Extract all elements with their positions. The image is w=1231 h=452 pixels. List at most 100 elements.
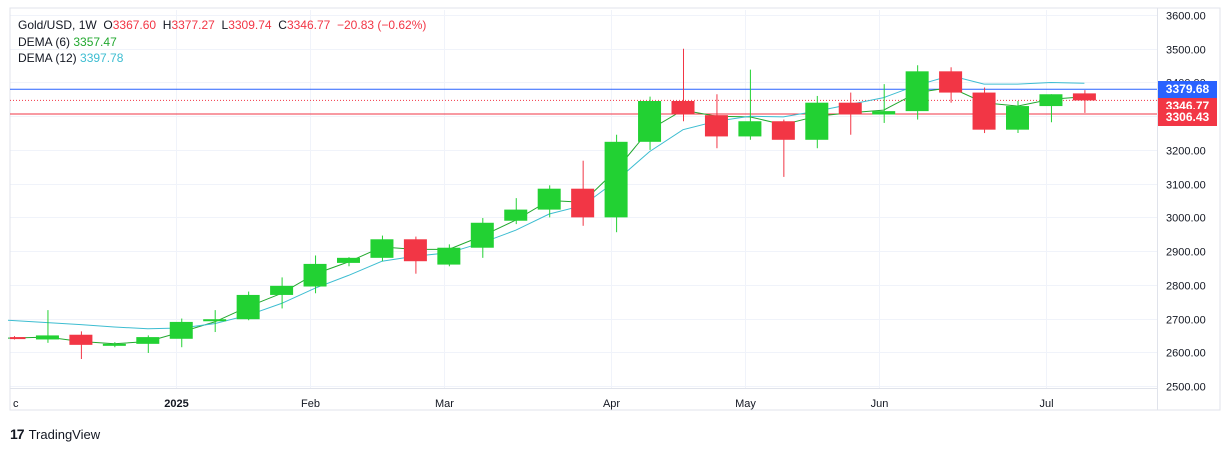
- x-tick-label: 2025: [164, 398, 188, 410]
- candle-body: [1072, 93, 1096, 101]
- candle[interactable]: [337, 257, 360, 267]
- legend-high-label: H: [162, 18, 172, 32]
- tradingview-brand[interactable]: 17 TradingView: [10, 426, 100, 442]
- chart-legend: Gold/USD, 1W O3367.60 H3377.27 L3309.74 …: [18, 17, 426, 67]
- candle[interactable]: [470, 218, 494, 258]
- candle[interactable]: [437, 244, 461, 267]
- candle-body: [10, 337, 26, 340]
- candle-body: [537, 188, 561, 210]
- brand-name: TradingView: [28, 426, 101, 442]
- candle-body: [136, 337, 160, 344]
- legend-open-label: O: [103, 18, 113, 32]
- chart-frame: [9, 7, 1221, 411]
- candle-body: [437, 247, 461, 265]
- candle[interactable]: [771, 119, 795, 177]
- dema-lines: [7, 75, 1085, 345]
- candle[interactable]: [136, 335, 160, 353]
- candle[interactable]: [805, 95, 829, 149]
- candle-body: [604, 141, 628, 218]
- price-tag-low: 3306.43: [1158, 109, 1217, 127]
- candle[interactable]: [504, 198, 528, 225]
- x-tick-label: May: [735, 398, 756, 410]
- y-tick-label: 2500.00: [1166, 382, 1206, 394]
- candle-body: [504, 209, 528, 221]
- candle[interactable]: [236, 291, 260, 321]
- legend-close-label: C: [278, 18, 287, 32]
- legend-low-value: 3309.74: [228, 18, 272, 32]
- x-tick-label: Apr: [603, 398, 620, 410]
- candle[interactable]: [537, 185, 561, 218]
- legend-dema6-row[interactable]: DEMA (6) 3357.47: [18, 34, 426, 51]
- legend-ohlc-row: Gold/USD, 1W O3367.60 H3377.27 L3309.74 …: [18, 18, 427, 32]
- candle[interactable]: [1039, 94, 1063, 123]
- candle[interactable]: [1072, 90, 1096, 113]
- legend-change: −20.83 (−0.62%): [337, 18, 427, 32]
- x-tick-label: Mar: [435, 398, 454, 410]
- x-axis-labels: c 2025 Feb Mar Apr May Jun Jul: [13, 398, 1054, 410]
- y-axis-labels: 2500.00 2600.00 2700.00 2800.00 2900.00 3000.…: [1166, 11, 1206, 394]
- price-lines: [10, 88, 1157, 115]
- candle-body: [470, 222, 494, 248]
- candle[interactable]: [403, 236, 427, 274]
- candle-body: [805, 102, 829, 140]
- candle[interactable]: [972, 87, 996, 134]
- candle-body: [972, 92, 996, 130]
- candle-body: [571, 188, 595, 218]
- candle[interactable]: [738, 69, 762, 140]
- candle[interactable]: [203, 310, 227, 333]
- candle-body: [35, 335, 59, 340]
- candle[interactable]: [169, 318, 193, 348]
- x-tick-label: Jun: [871, 398, 889, 410]
- legend-open-value: 3367.60: [112, 18, 157, 32]
- price-tag-last-dema: 3379.68: [1158, 80, 1217, 98]
- y-tick-label: 2700.00: [1166, 315, 1206, 327]
- candle[interactable]: [571, 160, 595, 226]
- candle[interactable]: [10, 336, 26, 340]
- candle[interactable]: [1006, 101, 1029, 134]
- legend-dema12-row[interactable]: DEMA (12) 3397.78: [18, 50, 426, 67]
- y-tick-label: 3100.00: [1166, 180, 1206, 192]
- candle[interactable]: [370, 235, 394, 262]
- candle[interactable]: [939, 67, 963, 103]
- candle[interactable]: [704, 94, 728, 149]
- candle[interactable]: [905, 65, 929, 120]
- y-tick-label: 2800.00: [1166, 281, 1206, 293]
- y-tick-label: 3000.00: [1166, 213, 1206, 225]
- legend-dema12-label: DEMA (12): [18, 51, 77, 65]
- y-tick-label: 3200.00: [1166, 146, 1206, 158]
- candle[interactable]: [69, 331, 93, 360]
- candle[interactable]: [102, 342, 126, 348]
- legend-dema6-value: 3357.47: [73, 34, 117, 49]
- candles[interactable]: [10, 48, 1096, 360]
- legend-interval[interactable]: 1W: [78, 18, 97, 32]
- candle-body: [1039, 94, 1063, 107]
- legend-close-value: 3346.77: [286, 18, 331, 32]
- y-tick-label: 3500.00: [1166, 45, 1206, 57]
- legend-dema12-value: 3397.78: [80, 51, 124, 65]
- candle-body: [1006, 106, 1029, 130]
- candle[interactable]: [303, 255, 327, 294]
- candle[interactable]: [872, 84, 896, 123]
- candle[interactable]: [638, 96, 662, 150]
- candle-body: [169, 321, 193, 339]
- candle[interactable]: [838, 92, 862, 135]
- candle[interactable]: [604, 134, 628, 233]
- candle-body: [738, 121, 762, 137]
- candle-body: [905, 71, 929, 112]
- legend-symbol[interactable]: Gold/USD: [18, 18, 73, 32]
- y-tick-label: 2900.00: [1166, 247, 1206, 259]
- candle-body: [337, 257, 360, 263]
- y-tick-label: 2600.00: [1166, 348, 1206, 360]
- candle-body: [638, 101, 662, 142]
- x-tick-label: Feb: [301, 398, 320, 410]
- axes: [9, 7, 1221, 411]
- candle-body: [704, 115, 728, 137]
- candle[interactable]: [35, 310, 59, 343]
- legend-high-value: 3377.27: [171, 18, 215, 32]
- legend-dema6-label: DEMA (6): [18, 34, 71, 49]
- candle[interactable]: [270, 277, 294, 309]
- x-tick-label: c: [13, 398, 19, 410]
- candle[interactable]: [671, 48, 695, 122]
- candle-body: [939, 71, 963, 93]
